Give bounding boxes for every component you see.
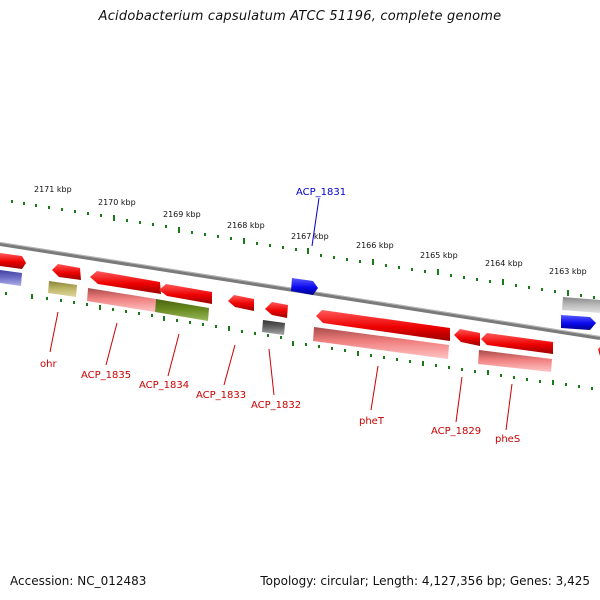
gene-arrow[interactable] (52, 264, 81, 280)
gene-label-acp-1831[interactable]: ACP_1831 (296, 187, 346, 198)
gene-labels: ACP_1831 ohr ACP_1835 ACP_1834 ACP_1833 … (40, 187, 520, 445)
gene-arrow[interactable] (316, 310, 450, 341)
scale-ticks-inner (5, 292, 593, 390)
leader-line (505, 383, 513, 431)
scale-label: 2166 kbp (356, 241, 394, 250)
leader-line (167, 333, 180, 377)
gene-box[interactable] (155, 299, 209, 321)
leader-line (370, 365, 379, 411)
leader-line (311, 197, 320, 247)
gene-box[interactable] (478, 350, 552, 372)
gene-label-acp-1832[interactable]: ACP_1832 (251, 400, 301, 411)
gene-label-ohr[interactable]: ohr (40, 359, 57, 370)
gene-arrow[interactable] (228, 295, 254, 311)
scale-label: 2165 kbp (420, 251, 458, 260)
gene-leader-lines (49, 197, 513, 431)
gene-label-acp-1829[interactable]: ACP_1829 (431, 426, 481, 437)
gene-arrow[interactable] (159, 284, 212, 304)
gene-label-phes[interactable]: pheS (495, 434, 520, 445)
gene-box[interactable] (262, 320, 285, 335)
leader-line (105, 322, 118, 366)
scale-label: 2163 kbp (549, 267, 587, 276)
scale-label: 2171 kbp (34, 185, 72, 194)
forward-strand-genes (0, 253, 600, 356)
gene-box[interactable] (48, 281, 77, 297)
gene-arrow[interactable] (291, 278, 318, 295)
scale-label: 2164 kbp (485, 259, 523, 268)
gene-box[interactable] (562, 297, 600, 313)
gene-label-acp-1834[interactable]: ACP_1834 (139, 380, 189, 391)
gene-arrow[interactable] (481, 333, 553, 354)
gene-box[interactable] (0, 270, 22, 286)
gene-arrow[interactable] (0, 253, 26, 269)
scale-labels: 2171 kbp 2170 kbp 2169 kbp 2168 kbp 2167… (34, 185, 587, 276)
accession-text: Accession: NC_012483 (10, 574, 147, 588)
leader-line (268, 348, 275, 396)
reverse-strand-genes (0, 270, 600, 372)
scale-label: 2169 kbp (163, 210, 201, 219)
gene-arrow[interactable] (90, 271, 161, 294)
gene-label-acp-1833[interactable]: ACP_1833 (196, 390, 246, 401)
gene-arrow[interactable] (561, 315, 596, 330)
genome-summary-text: Topology: circular; Length: 4,127,356 bp… (260, 574, 590, 588)
scale-label: 2170 kbp (98, 198, 136, 207)
scale-ticks-outer (11, 200, 595, 299)
gene-label-phet[interactable]: pheT (359, 416, 385, 427)
gene-box[interactable] (313, 327, 449, 359)
map-title: Acidobacterium capsulatum ATCC 51196, co… (98, 9, 502, 24)
gene-label-acp-1835[interactable]: ACP_1835 (81, 370, 131, 381)
scale-label: 2168 kbp (227, 221, 265, 230)
gene-arrow[interactable] (265, 302, 288, 318)
leader-line (49, 311, 59, 353)
leader-line (223, 344, 236, 386)
leader-line (455, 376, 463, 423)
scale-label: 2167 kbp (291, 232, 329, 241)
gene-arrow[interactable] (454, 329, 480, 346)
gene-box[interactable] (87, 288, 156, 312)
